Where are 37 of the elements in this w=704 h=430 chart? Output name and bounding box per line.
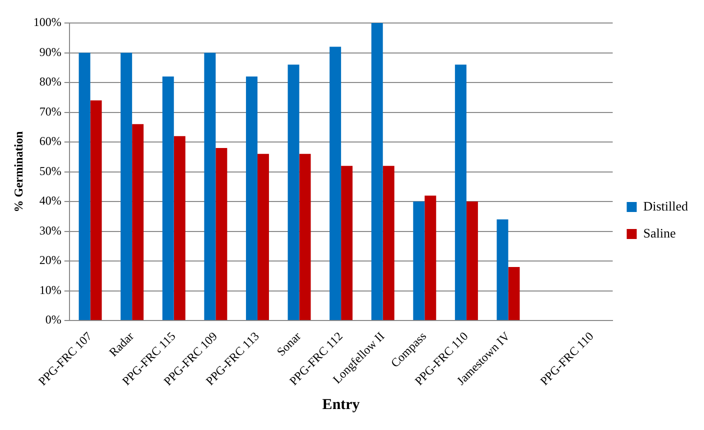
- y-tick-label: 60%: [39, 134, 62, 148]
- y-tick-label: 20%: [39, 253, 62, 268]
- y-axis-title: % Germination: [11, 130, 26, 212]
- bar: [257, 154, 269, 320]
- legend-label: Distilled: [643, 198, 688, 214]
- y-tick-label: 70%: [39, 104, 62, 118]
- y-tick-label: 50%: [39, 164, 62, 178]
- y-tick-label: 30%: [39, 223, 62, 238]
- y-tick-label: 10%: [39, 282, 62, 297]
- bar: [413, 202, 425, 320]
- bar: [120, 52, 132, 320]
- y-tick-label: 80%: [39, 74, 62, 89]
- bar: [454, 64, 466, 320]
- bar: [496, 219, 508, 320]
- y-tick-label: 100%: [33, 15, 62, 30]
- bar: [330, 46, 342, 320]
- bar: [341, 166, 353, 320]
- bar: [288, 64, 300, 320]
- bar: [174, 136, 186, 320]
- bar: [90, 100, 102, 320]
- bar: [371, 23, 383, 320]
- bar: [204, 52, 216, 320]
- bar: [216, 148, 228, 320]
- legend-label: Saline: [643, 225, 676, 240]
- bar: [162, 76, 174, 320]
- bar: [466, 202, 478, 320]
- x-axis-title: Entry: [322, 396, 360, 413]
- y-tick-label: 0%: [45, 312, 62, 327]
- y-tick-label: 40%: [39, 194, 62, 208]
- bar: [132, 124, 144, 320]
- bar: [508, 266, 520, 320]
- bar: [78, 52, 90, 320]
- bar: [246, 76, 258, 320]
- bar: [299, 154, 311, 320]
- bar: [382, 166, 394, 320]
- bar: [424, 196, 436, 320]
- y-tick-label: 90%: [39, 44, 62, 59]
